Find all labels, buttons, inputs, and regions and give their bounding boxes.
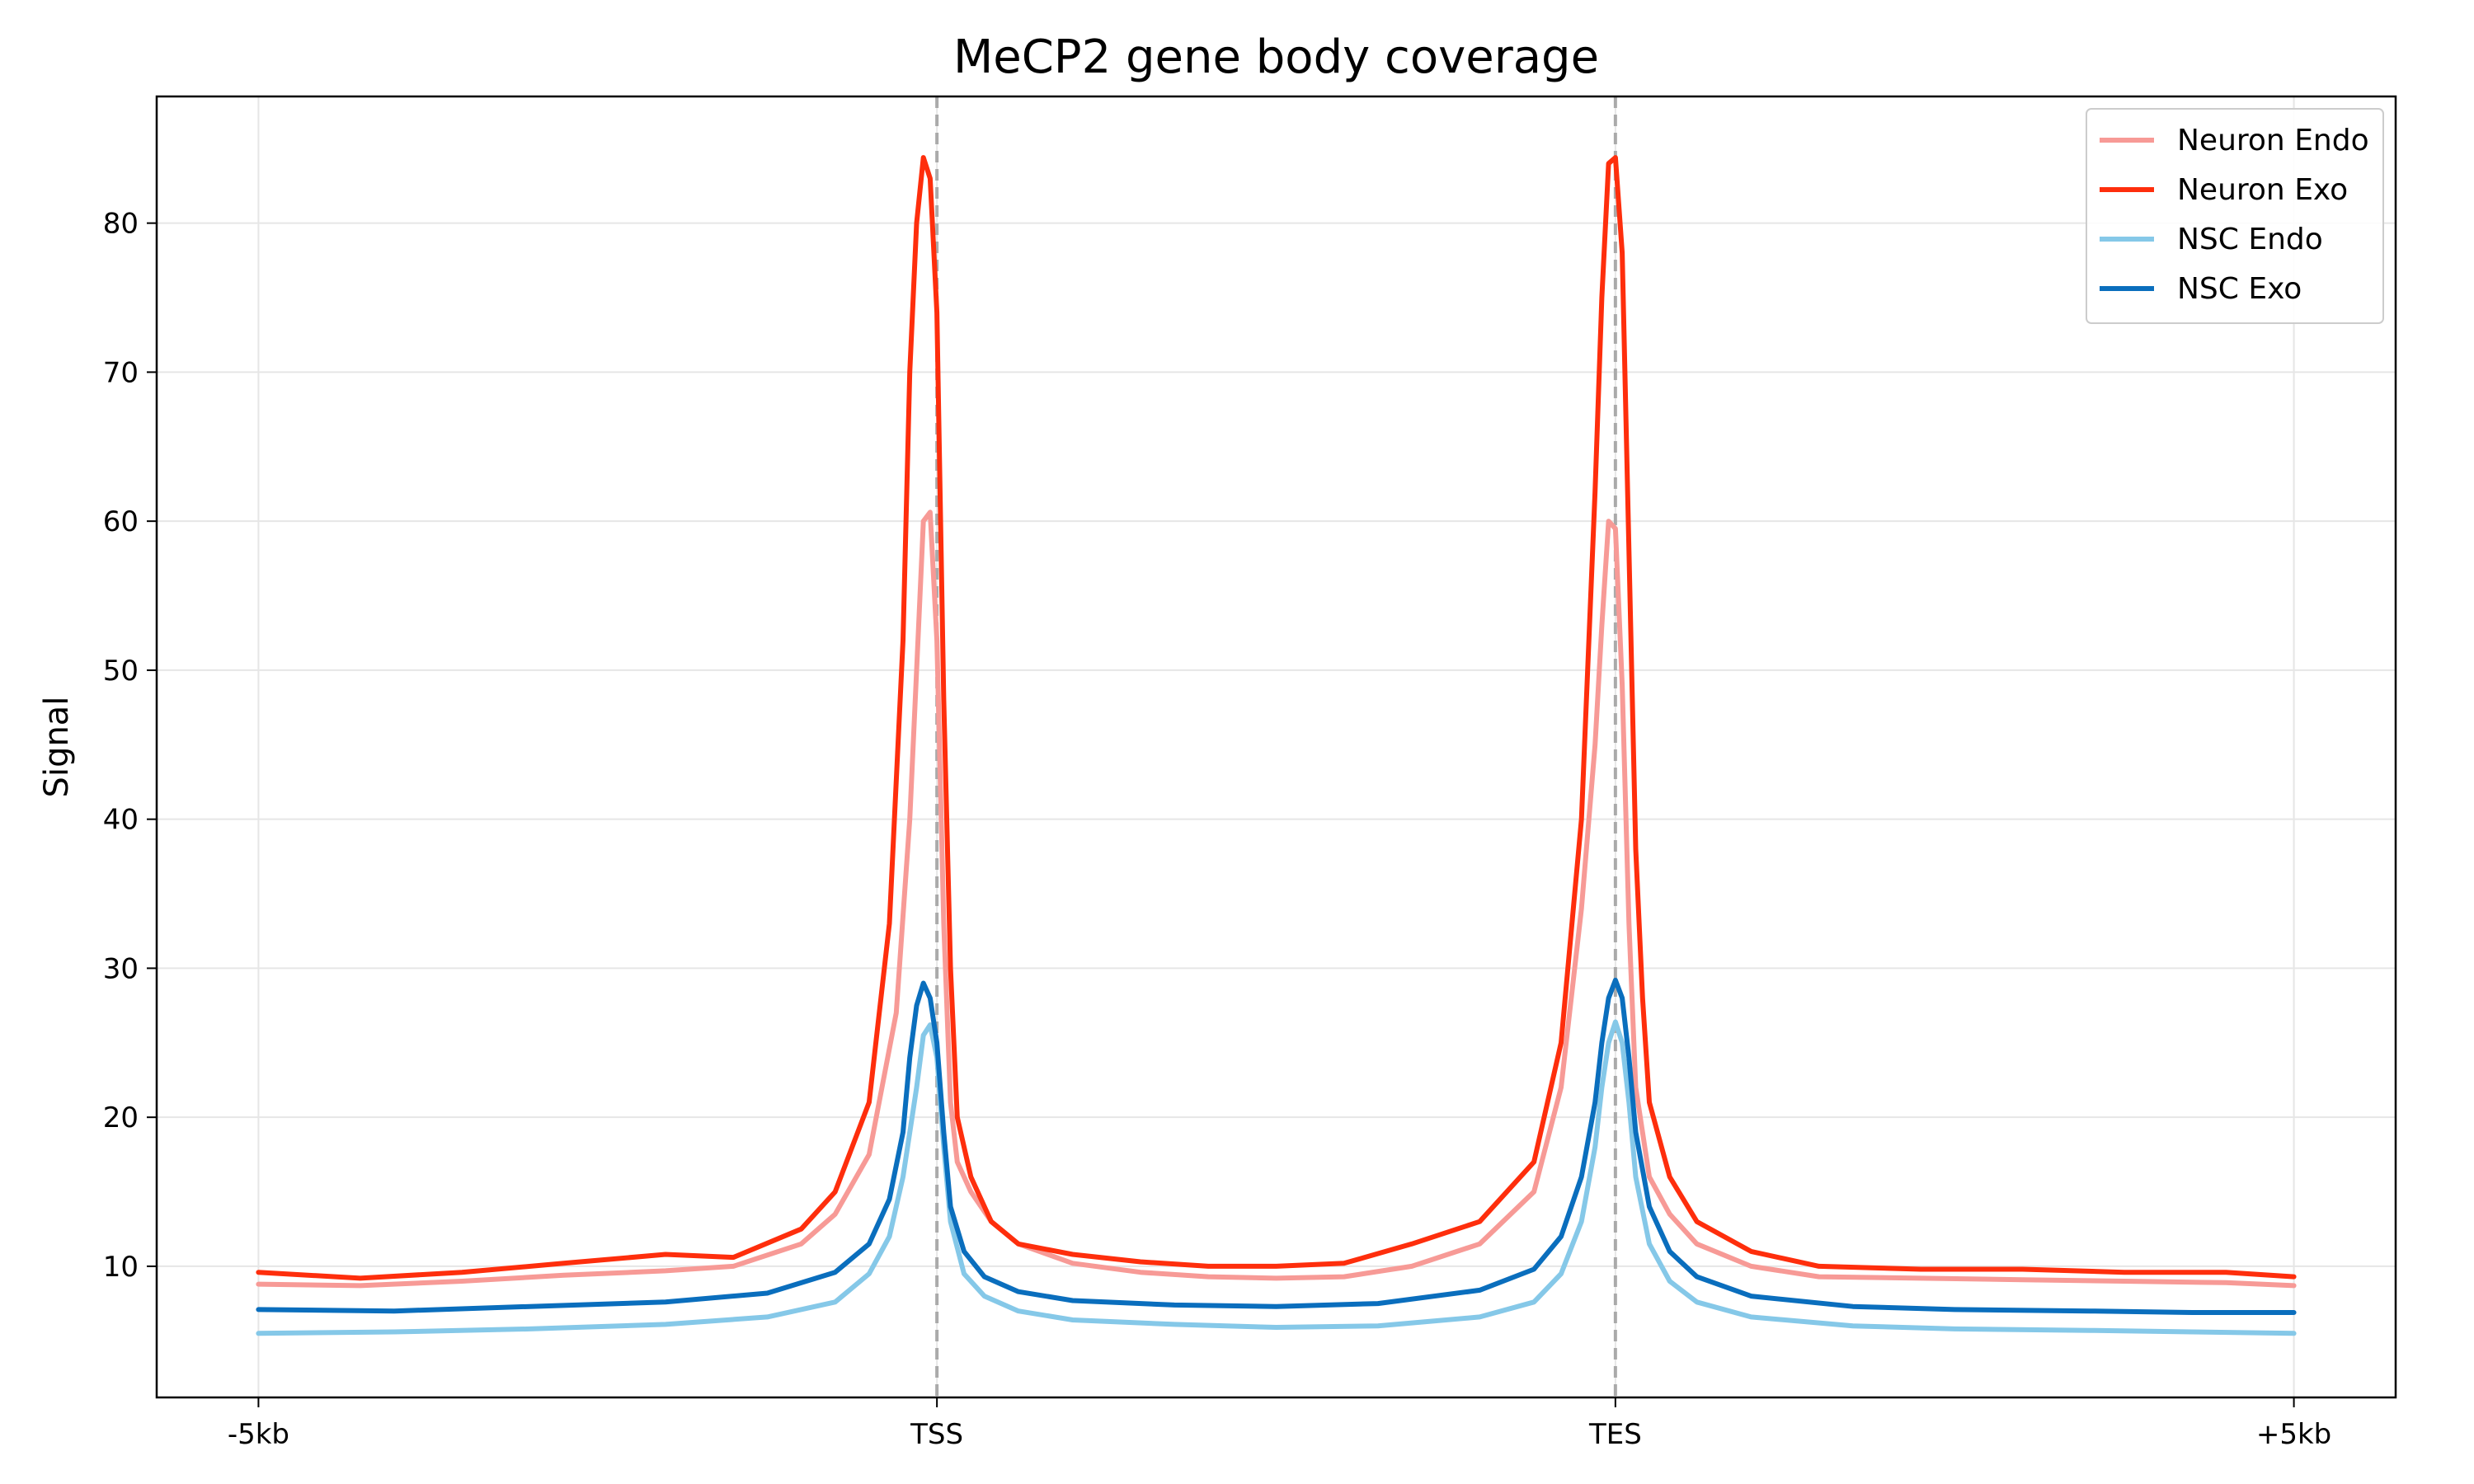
legend: Neuron Endo Neuron Exo NSC Endo NSC Exo <box>2086 108 2384 324</box>
legend-box <box>2086 108 2384 324</box>
y-tick-label: 10 <box>103 1251 139 1284</box>
series-lines <box>256 155 2297 1336</box>
series-line-neuron-endo <box>256 510 2297 1289</box>
y-tick-label: 80 <box>103 208 139 241</box>
x-axis: -5kb TSS TES +5kb <box>228 1397 2331 1451</box>
series-line-neuron-exo <box>256 155 2297 1281</box>
y-tick-label: 20 <box>103 1101 139 1134</box>
y-axis: 10 20 30 40 50 60 70 80 <box>103 208 157 1284</box>
series-line-nsc-exo <box>256 977 2297 1315</box>
y-tick-label: 70 <box>103 356 139 389</box>
y-axis-label: Signal <box>38 697 76 798</box>
legend-label: NSC Endo <box>2177 223 2323 256</box>
plot-frame <box>155 95 2397 1399</box>
y-tick-label: 50 <box>103 655 139 688</box>
x-tick-label: TSS <box>910 1418 963 1451</box>
series-line-nsc-endo <box>256 1019 2297 1336</box>
x-tick-label: -5kb <box>228 1418 289 1451</box>
x-tick-label: +5kb <box>2256 1418 2331 1451</box>
y-tick-label: 60 <box>103 505 139 538</box>
y-tick-label: 30 <box>103 952 139 985</box>
y-tick-label: 40 <box>103 804 139 837</box>
legend-label: NSC Exo <box>2177 272 2302 306</box>
legend-label: Neuron Exo <box>2177 173 2348 207</box>
chart-title: MeCP2 gene body coverage <box>953 31 1599 84</box>
legend-label: Neuron Endo <box>2177 124 2369 157</box>
reference-lines <box>935 96 1617 1397</box>
grid-lines <box>157 96 2396 1397</box>
x-tick-label: TES <box>1588 1418 1642 1451</box>
